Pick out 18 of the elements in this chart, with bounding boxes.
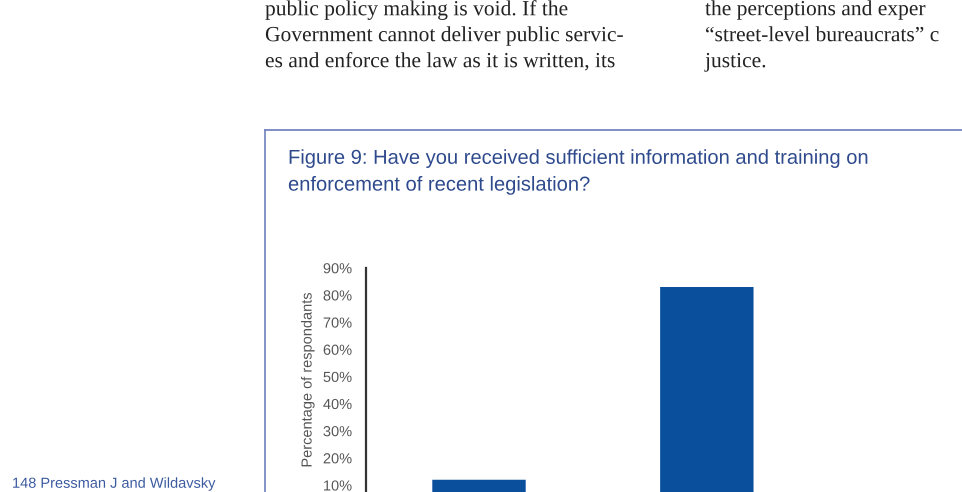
text: the perceptions and exper [705, 0, 926, 20]
text: “street-level bureaucrats” c [706, 26, 939, 42]
y-tick-label: 20% [324, 453, 352, 464]
chart-title: Figure 9: Have you received sufficient information and training on enforcement of recent legislation? [288, 149, 868, 195]
text: 148 Pressman J and Wildavsky [13, 477, 216, 491]
text: es and enforce the law as it is written, its [266, 52, 615, 70]
y-tick-label: 40% [323, 398, 352, 410]
y-tick-label: 60% [324, 344, 352, 355]
text: public policy making is void. If the [265, 0, 568, 20]
y-axis-title: Percentage of respondants [300, 292, 315, 466]
text: justice. [704, 52, 766, 72]
y-tick-label: 90% [324, 263, 352, 274]
text: Government cannot deliver public servic- [266, 26, 623, 46]
y-tick-label: 80% [324, 290, 352, 301]
y-tick-label: 50% [324, 372, 352, 382]
y-tick-label: 30% [323, 426, 352, 436]
y-tick-label: 70% [324, 317, 352, 328]
y-tick-label: 10% [324, 480, 352, 491]
